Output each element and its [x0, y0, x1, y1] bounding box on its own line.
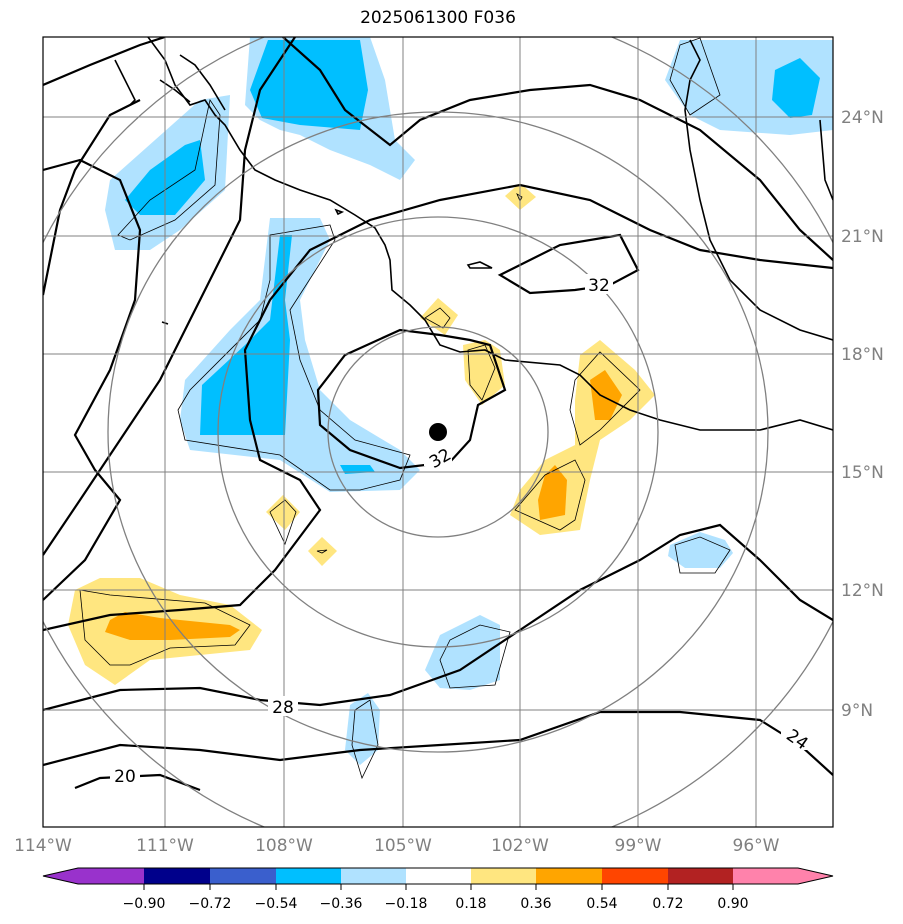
- colorbar-tick-label: −0.54: [255, 896, 298, 912]
- colorbar-tick-label: −0.36: [320, 896, 363, 912]
- colorbar-segment: [210, 868, 276, 884]
- colorbar-segment: [536, 868, 602, 884]
- colorbar-segment: [406, 868, 471, 884]
- colorbar-extend-high: [798, 868, 833, 884]
- colorbar-segment: [144, 868, 210, 884]
- map-title: 2025061300 F036: [360, 8, 516, 28]
- lon-tick-label: 105°W: [374, 836, 432, 856]
- colorbar-segment: [733, 868, 798, 884]
- lat-tick-label: 18°N: [841, 345, 884, 365]
- contour-label: 20: [114, 767, 136, 787]
- colorbar-tick-label: 0.90: [717, 896, 748, 912]
- storm-center-marker: [429, 423, 447, 441]
- colorbar-tick-label: −0.90: [123, 896, 166, 912]
- lat-tick-label: 12°N: [841, 581, 884, 601]
- colorbar-tick-label: 0.54: [586, 896, 617, 912]
- colorbar-segment: [668, 868, 733, 884]
- colorbar-tick-label: 0.18: [455, 896, 486, 912]
- lon-tick-label: 108°W: [255, 836, 313, 856]
- colorbar-tick-label: 0.36: [520, 896, 551, 912]
- lon-tick-labels: 114°W 111°W 108°W 105°W 102°W 99°W 96°W: [14, 836, 780, 856]
- lon-tick-label: 102°W: [491, 836, 549, 856]
- lat-tick-label: 15°N: [841, 463, 884, 483]
- range-rings: [43, 37, 833, 827]
- lon-tick-label: 99°W: [615, 836, 662, 856]
- colorbar-segment: [276, 868, 341, 884]
- contour-labels: 32 32 28 24 20: [110, 274, 812, 787]
- colorbar-tick-label: −0.18: [385, 896, 428, 912]
- lat-tick-label: 24°N: [841, 108, 884, 128]
- colorbar-tick-label: 0.72: [652, 896, 683, 912]
- contour-label: 32: [588, 276, 610, 296]
- colorbar-segment: [471, 868, 536, 884]
- colorbar: −0.90 −0.72 −0.54 −0.36 −0.18 0.18 0.36 …: [42, 867, 834, 912]
- colorbar-tick-label: −0.72: [189, 896, 232, 912]
- contour-label: 28: [272, 698, 294, 718]
- colorbar-segment: [78, 868, 144, 884]
- map-frame: [42, 36, 834, 828]
- lon-tick-label: 111°W: [136, 836, 194, 856]
- lon-tick-label: 114°W: [14, 836, 72, 856]
- colorbar-segment: [341, 868, 406, 884]
- graticule: [43, 37, 833, 827]
- thin-contours: [79, 37, 731, 780]
- colorbar-extend-low: [43, 868, 78, 884]
- colorbar-segment: [602, 868, 668, 884]
- lat-tick-label: 21°N: [841, 227, 884, 247]
- map-area: 32 32 28 24 20: [43, 37, 833, 827]
- lon-tick-label: 96°W: [733, 836, 780, 856]
- lat-tick-label: 9°N: [841, 701, 873, 721]
- lat-tick-labels: 24°N 21°N 18°N 15°N 12°N 9°N: [841, 108, 884, 721]
